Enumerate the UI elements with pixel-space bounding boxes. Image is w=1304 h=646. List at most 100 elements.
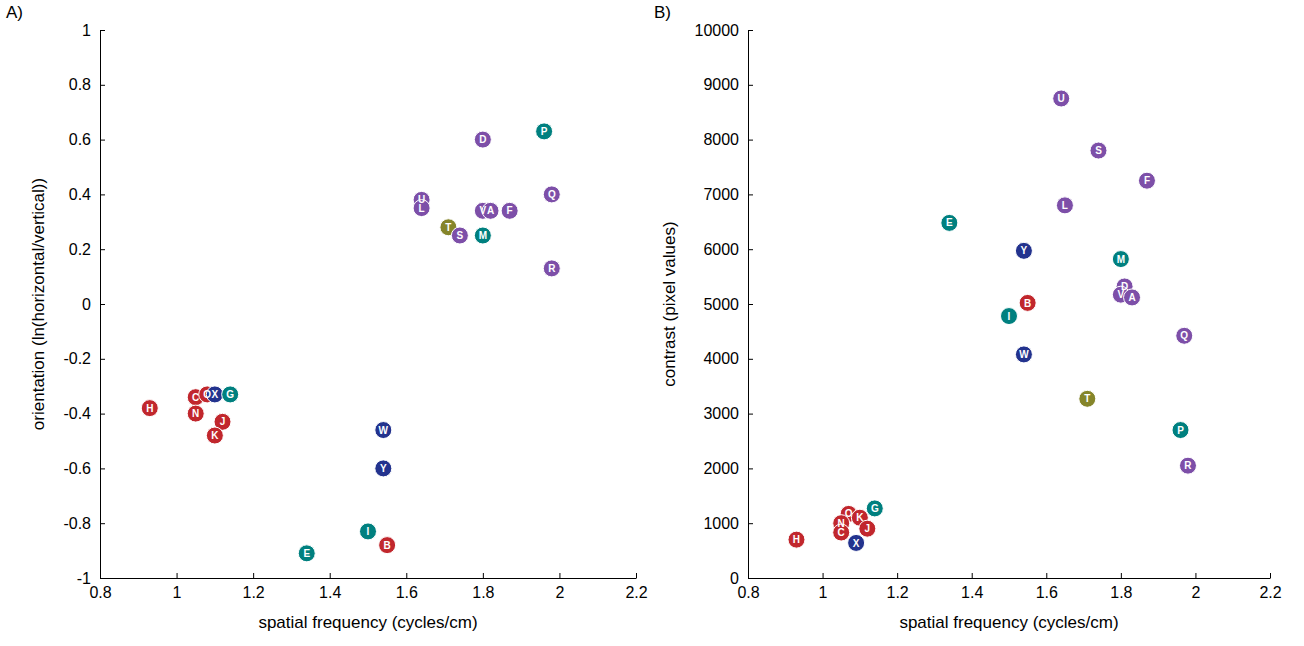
point [474,227,491,244]
point-label: G [226,389,234,400]
point-label: F [507,205,513,216]
x-tick-mark [636,573,637,578]
point [1056,197,1073,214]
point [187,405,204,422]
point-label: S [457,230,464,241]
y-tick: 1 [82,22,105,39]
point-label: K [856,512,864,523]
y-tick: 0.8 [69,76,105,93]
y-tick-label: 1 [82,22,91,39]
y-tick: 8000 [703,131,753,148]
y-tick: 0.4 [69,186,105,203]
x-tick-mark [972,573,973,578]
x-tick: 1 [173,573,182,601]
y-tick-label: 7000 [703,186,739,203]
point-label: A [487,205,494,216]
y-tick-label: 10000 [695,22,740,39]
y-tick: 7000 [703,186,753,203]
point-label: A [1128,292,1135,303]
point-label: P [1177,425,1184,436]
point [866,500,883,517]
point [788,531,805,548]
point-label: P [541,126,548,137]
y-tick-mark [100,414,105,415]
y-tick-mark [100,359,105,360]
x-axis-title: spatial frequency (cycles/cm) [899,613,1118,632]
panel: A)0.811.21.41.61.822.2-1-0.8-0.6-0.4-0.2… [6,3,648,632]
y-tick-label: 0.2 [69,241,91,258]
y-tick-label: 2000 [703,460,739,477]
point-label: B [384,540,391,551]
x-tick: 1.4 [961,573,983,601]
figure: A)0.811.21.41.61.822.2-1-0.8-0.6-0.4-0.2… [0,0,1304,646]
x-tick-label: 1.4 [319,584,341,601]
point-label: Q [548,189,556,200]
y-tick-mark [748,194,753,195]
y-tick-mark [748,414,753,415]
y-tick: -0.4 [63,405,105,422]
y-axis: -1-0.8-0.6-0.4-0.200.20.40.60.81 [63,22,105,587]
y-tick-mark [748,140,753,141]
y-tick: 1000 [703,515,753,532]
point-label: J [865,523,871,534]
y-tick-mark [100,304,105,305]
point-label: M [479,230,487,241]
x-tick: 1.2 [887,573,909,601]
x-tick-mark [253,573,254,578]
x-tick-label: 1 [819,584,828,601]
point-label: O [845,508,853,519]
y-tick: 0.6 [69,131,105,148]
point-label: H [146,403,153,414]
x-tick-label: 1.6 [396,584,418,601]
y-tick-mark [748,359,753,360]
x-tick: 1.8 [472,573,494,601]
point-label: I [1008,311,1011,322]
point [474,131,491,148]
point-label: Y [1021,245,1028,256]
x-axis-line [749,578,1271,579]
y-tick: -0.6 [63,460,105,477]
y-tick: 10000 [695,22,754,39]
y-tick-label: -1 [77,570,91,587]
point-label: S [1095,145,1102,156]
y-tick-mark [748,523,753,524]
point-label: V [1118,289,1125,300]
panel-letter: A) [6,3,23,22]
y-tick-mark [748,468,753,469]
y-tick-label: 1000 [703,515,739,532]
y-tick-label: 8000 [703,131,739,148]
point [848,534,865,551]
y-tick-label: 4000 [703,350,739,367]
y-tick-mark [748,30,753,31]
points [141,123,560,562]
x-tick-label: 1.8 [472,584,494,601]
y-tick-label: 0.8 [69,76,91,93]
point-label: G [871,503,879,514]
point-label: C [192,392,199,403]
y-tick-label: -0.4 [63,405,91,422]
point [543,186,560,203]
panel: B)0.811.21.41.61.822.2010002000300040005… [654,3,1282,632]
point-labels: HCOXGNJKWYIBEDPULVAFQTSMR [146,126,556,559]
x-tick-label: 1.6 [1036,584,1058,601]
x-tick: 2 [555,573,564,601]
point-label: U [1058,93,1065,104]
x-tick-mark [559,573,560,578]
point-label: O [203,389,211,400]
point [1112,251,1129,268]
point-label: X [212,389,219,400]
y-tick-mark [748,85,753,86]
x-tick-label: 1.2 [243,584,265,601]
point-label: C [838,527,845,538]
y-tick: 2000 [703,460,753,477]
point-label: D [479,134,486,145]
point-label: K [211,430,219,441]
y-tick-label: 6000 [703,241,739,258]
y-axis-title: contrast (pixel values) [660,221,679,386]
x-tick-mark [177,573,178,578]
y-tick-label: 0 [730,570,739,587]
point-label: T [445,222,451,233]
point [1079,390,1096,407]
x-tick-label: 0.8 [89,584,111,601]
x-tick: 1.6 [396,573,418,601]
